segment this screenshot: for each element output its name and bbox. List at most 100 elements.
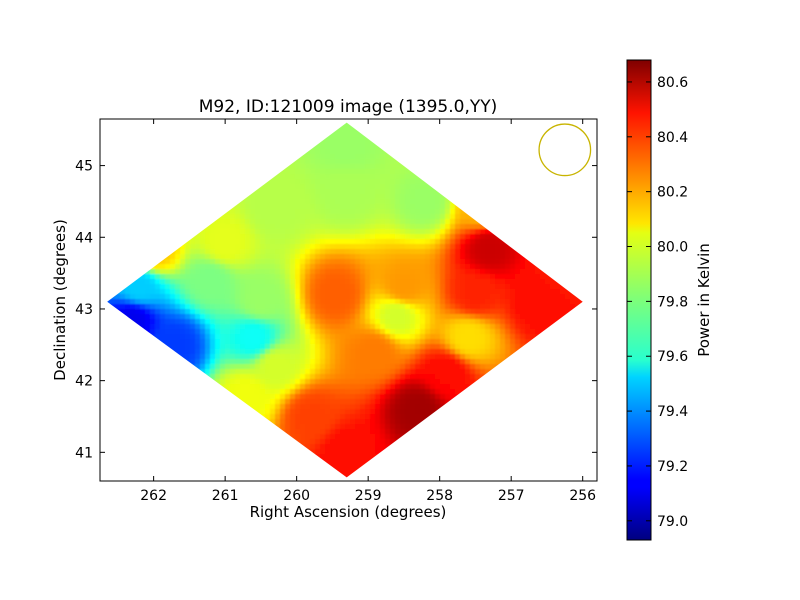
heatmap-cell: [560, 204, 566, 210]
heatmap-cell: [225, 264, 231, 270]
heatmap-cell: [515, 244, 521, 250]
heatmap-cell: [440, 129, 446, 135]
heatmap-cell: [415, 214, 421, 220]
heatmap-cell: [595, 269, 601, 275]
heatmap-cell: [505, 159, 511, 165]
heatmap-cell: [215, 244, 221, 250]
heatmap-cell: [545, 364, 551, 370]
heatmap-cell: [290, 279, 296, 285]
heatmap-cell: [320, 329, 326, 335]
heatmap-cell: [390, 364, 396, 370]
heatmap-cell: [260, 309, 266, 315]
heatmap-cell: [395, 299, 401, 305]
heatmap-cell: [490, 219, 496, 225]
heatmap-cell: [445, 219, 451, 225]
heatmap-cell: [510, 294, 516, 300]
heatmap-cell: [260, 299, 266, 305]
heatmap-cell: [505, 344, 511, 350]
heatmap-cell: [445, 159, 451, 165]
heatmap-cell: [435, 144, 441, 150]
heatmap-cell: [495, 144, 501, 150]
heatmap-cell: [540, 219, 546, 225]
heatmap-cell: [315, 144, 321, 150]
heatmap-cell: [470, 294, 476, 300]
heatmap-cell: [165, 209, 171, 215]
heatmap-cell: [450, 364, 456, 370]
heatmap-cell: [340, 309, 346, 315]
heatmap-cell: [300, 324, 306, 330]
heatmap-cell: [175, 329, 181, 335]
heatmap-cell: [570, 329, 576, 335]
heatmap-cell: [220, 189, 226, 195]
heatmap-cell: [125, 264, 131, 270]
heatmap-cell: [220, 174, 226, 180]
heatmap-cell: [280, 229, 286, 235]
heatmap-cell: [305, 179, 311, 185]
heatmap-cell: [130, 299, 136, 305]
heatmap-cell: [530, 204, 536, 210]
heatmap-cell: [385, 269, 391, 275]
heatmap-cell: [370, 194, 376, 200]
heatmap-cell: [545, 144, 551, 150]
heatmap-cell: [260, 319, 266, 325]
heatmap-cell: [480, 344, 486, 350]
heatmap-cell: [140, 164, 146, 170]
heatmap-cell: [315, 289, 321, 295]
heatmap-cell: [465, 154, 471, 160]
heatmap-cell: [265, 254, 271, 260]
heatmap-cell: [430, 189, 436, 195]
heatmap-cell: [405, 204, 411, 210]
heatmap-cell: [235, 169, 241, 175]
heatmap-cell: [475, 164, 481, 170]
heatmap-cell: [475, 122, 481, 125]
heatmap-cell: [355, 164, 361, 170]
heatmap-cell: [545, 274, 551, 280]
heatmap-cell: [440, 179, 446, 185]
heatmap-cell: [425, 139, 431, 145]
heatmap-cell: [300, 299, 306, 305]
heatmap-cell: [530, 359, 536, 365]
heatmap-cell: [500, 199, 506, 205]
heatmap-cell: [535, 329, 541, 335]
heatmap-cell: [365, 284, 371, 290]
heatmap-cell: [130, 189, 136, 195]
heatmap-cell: [325, 324, 331, 330]
heatmap-cell: [595, 324, 601, 330]
heatmap-cell: [315, 344, 321, 350]
heatmap-cell: [500, 294, 506, 300]
heatmap-cell: [175, 264, 181, 270]
heatmap-cell: [500, 219, 506, 225]
heatmap-cell: [140, 304, 146, 310]
heatmap-cell: [490, 294, 496, 300]
heatmap-cell: [370, 214, 376, 220]
heatmap-cell: [340, 174, 346, 180]
heatmap-cell: [435, 139, 441, 145]
heatmap-cell: [450, 204, 456, 210]
heatmap-cell: [250, 264, 256, 270]
heatmap-cell: [580, 349, 583, 355]
heatmap-cell: [310, 229, 316, 235]
heatmap-cell: [405, 199, 411, 205]
heatmap-cell: [460, 254, 466, 260]
heatmap-cell: [310, 169, 316, 175]
heatmap-cell: [245, 224, 251, 230]
heatmap-cell: [220, 359, 226, 365]
heatmap-cell: [525, 274, 531, 280]
heatmap-cell: [285, 309, 291, 315]
heatmap-cell: [560, 244, 566, 250]
heatmap-cell: [115, 254, 121, 260]
heatmap-cell: [460, 264, 466, 270]
heatmap-cell: [575, 179, 581, 185]
heatmap-cell: [515, 329, 521, 335]
heatmap-cell: [570, 159, 576, 165]
heatmap-cell: [340, 149, 346, 155]
heatmap-cell: [480, 324, 486, 330]
heatmap-cell: [530, 304, 536, 310]
heatmap-cell: [500, 229, 506, 235]
heatmap-cell: [155, 124, 161, 130]
heatmap-cell: [440, 344, 446, 350]
heatmap-cell: [125, 244, 131, 250]
heatmap-cell: [160, 324, 166, 330]
heatmap-cell: [240, 274, 246, 280]
heatmap-cell: [250, 229, 256, 235]
